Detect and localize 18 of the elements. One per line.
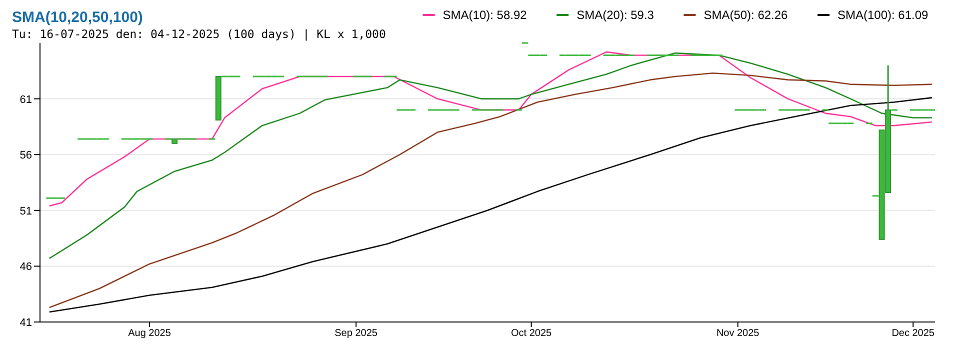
legend-label: SMA(50): 62.26 <box>704 8 788 22</box>
legend-label: SMA(100): 61.09 <box>838 8 929 22</box>
line-series <box>48 52 933 260</box>
legend-label: SMA(10): 58.92 <box>442 8 528 22</box>
x-tick-label: Sep 2025 <box>334 328 378 339</box>
legend-label: SMA(20): 59.3 <box>576 8 654 22</box>
chart-title: SMA(10,20,50,100) <box>12 9 143 26</box>
y-tick-label: 51 <box>20 205 32 218</box>
line-series <box>48 51 933 207</box>
y-tick-label: 61 <box>20 94 32 106</box>
y-tick-label: 56 <box>20 150 32 162</box>
x-tick-label: Aug 2025 <box>128 328 172 339</box>
y-tick-label: 46 <box>20 261 32 274</box>
x-tick-label: Nov 2025 <box>716 328 760 339</box>
y-tick-label: 41 <box>20 317 32 329</box>
x-tick-label: Dec 2025 <box>892 328 935 339</box>
chart-subtitle: Tu: 16-07-2025 den: 04-12-2025 (100 days) | KL x 1,000 <box>12 27 386 41</box>
x-tick-label: Oct 2025 <box>511 328 552 339</box>
